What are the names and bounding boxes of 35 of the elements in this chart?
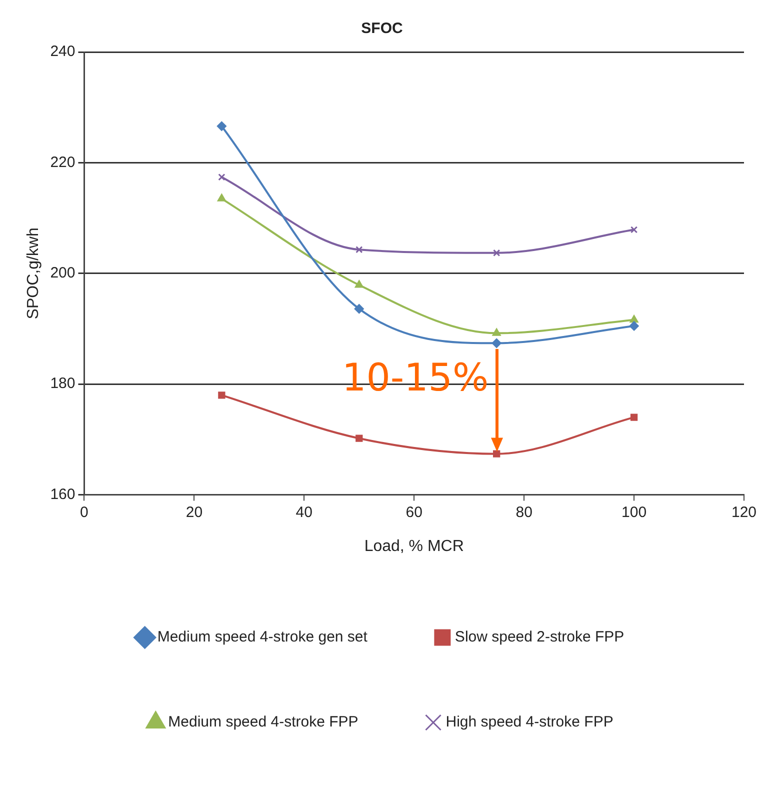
- point: [630, 226, 638, 234]
- legend-label: Medium speed 4-stroke FPP: [168, 714, 358, 731]
- point: [354, 304, 364, 314]
- point: [492, 338, 502, 348]
- x-tick-label: 100: [622, 504, 647, 521]
- point: [217, 194, 226, 202]
- x-tick-label: 20: [186, 504, 203, 521]
- point: [630, 315, 638, 323]
- y-axis-title: SPOC,g/kwh: [25, 228, 42, 320]
- y-tick-label: 240: [50, 43, 76, 60]
- x-tick-label: 40: [296, 504, 312, 521]
- point: [356, 246, 363, 254]
- y-tick-label: 200: [50, 264, 76, 282]
- y-tick-label: 160: [50, 486, 76, 503]
- point: [216, 121, 226, 131]
- legend-label: High speed 4-stroke FPP: [446, 714, 614, 731]
- point: [356, 434, 363, 442]
- legend-label: Medium speed 4-stroke gen set: [157, 628, 368, 646]
- point: [354, 280, 364, 288]
- point: [629, 321, 639, 331]
- point: [493, 249, 500, 256]
- y-tick-label: 220: [50, 154, 76, 171]
- point: [493, 450, 500, 458]
- x-axis-title: Load, % MCR: [364, 538, 464, 555]
- chart-title: SFOC: [361, 20, 403, 38]
- point: [218, 174, 226, 181]
- y-tick-label: 180: [50, 375, 76, 392]
- x-tick-label: 60: [406, 504, 422, 521]
- point: [630, 414, 638, 421]
- point: [492, 328, 501, 336]
- x-tick-label: 0: [80, 504, 88, 521]
- legend-label: Slow speed 2-stroke FPP: [454, 628, 624, 646]
- point: [218, 392, 226, 399]
- x-tick-label: 120: [731, 504, 757, 521]
- x-tick-label: 80: [516, 504, 532, 521]
